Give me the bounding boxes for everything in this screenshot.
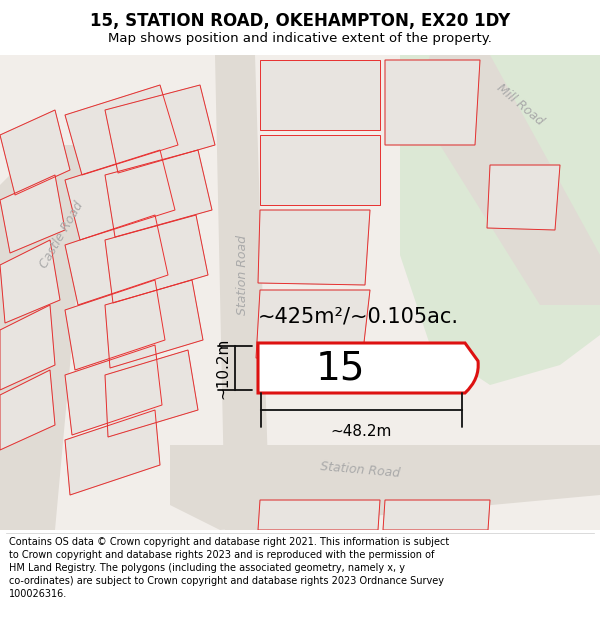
Text: Station Road: Station Road <box>236 235 250 315</box>
Polygon shape <box>0 110 70 195</box>
Polygon shape <box>256 290 370 360</box>
Text: Station Road: Station Road <box>320 460 400 480</box>
Polygon shape <box>0 240 60 323</box>
Polygon shape <box>383 500 490 530</box>
Polygon shape <box>65 150 175 240</box>
Text: 15: 15 <box>315 349 365 387</box>
Polygon shape <box>0 55 600 530</box>
Polygon shape <box>260 135 380 205</box>
Polygon shape <box>0 305 55 390</box>
Polygon shape <box>385 60 480 145</box>
Polygon shape <box>65 85 178 175</box>
Text: Map shows position and indicative extent of the property.: Map shows position and indicative extent… <box>108 32 492 45</box>
Polygon shape <box>105 350 198 437</box>
Text: ~425m²/~0.105ac.: ~425m²/~0.105ac. <box>258 307 459 327</box>
Text: Castle Road: Castle Road <box>38 199 86 271</box>
Polygon shape <box>65 410 160 495</box>
PathPatch shape <box>258 343 478 393</box>
Polygon shape <box>215 55 270 530</box>
Polygon shape <box>487 165 560 230</box>
Text: Mill Road: Mill Road <box>494 82 546 128</box>
Text: 15, STATION ROAD, OKEHAMPTON, EX20 1DY: 15, STATION ROAD, OKEHAMPTON, EX20 1DY <box>90 12 510 30</box>
Polygon shape <box>105 85 215 173</box>
Text: ~48.2m: ~48.2m <box>331 424 392 439</box>
Polygon shape <box>65 215 168 305</box>
Polygon shape <box>400 55 600 385</box>
Polygon shape <box>0 175 65 253</box>
Polygon shape <box>105 215 208 303</box>
Polygon shape <box>258 210 370 285</box>
Polygon shape <box>0 370 55 450</box>
Polygon shape <box>260 60 380 130</box>
Polygon shape <box>65 345 162 435</box>
Text: Contains OS data © Crown copyright and database right 2021. This information is : Contains OS data © Crown copyright and d… <box>9 537 449 599</box>
Polygon shape <box>65 280 165 370</box>
Polygon shape <box>170 445 600 530</box>
Polygon shape <box>105 150 212 237</box>
Polygon shape <box>105 280 203 368</box>
Text: ~10.2m: ~10.2m <box>215 338 230 399</box>
Polygon shape <box>415 55 600 305</box>
Polygon shape <box>258 500 380 530</box>
Polygon shape <box>0 145 90 530</box>
